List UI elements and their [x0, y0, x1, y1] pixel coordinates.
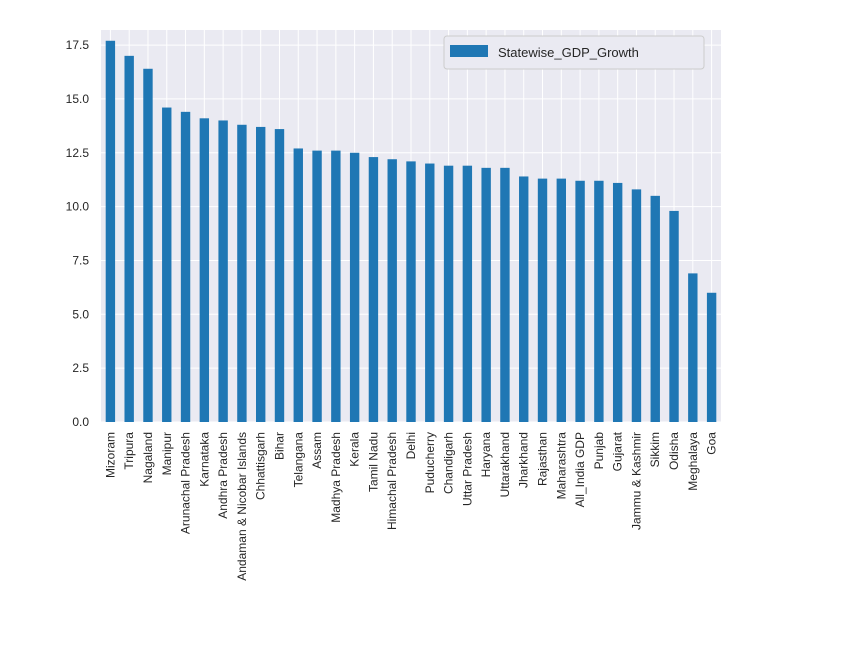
bar: [425, 163, 435, 423]
bar: [162, 107, 172, 423]
x-tick-label: Andaman & Nicobar Islands: [235, 432, 249, 581]
bar: [256, 126, 266, 422]
x-tick-label: Bihar: [272, 432, 286, 460]
x-tick-label: Punjab: [592, 432, 606, 470]
y-tick-label: 12.5: [66, 146, 90, 160]
bar: [631, 189, 642, 422]
bar: [556, 178, 566, 422]
legend-box: [443, 35, 705, 70]
bar: [462, 165, 473, 422]
x-tick-label: Nagaland: [141, 432, 155, 483]
x-tick-label: Chhattisgarh: [254, 432, 268, 500]
x-tick-label: Uttar Pradesh: [460, 432, 474, 506]
x-tick-label: Tripura: [122, 432, 136, 470]
x-tick-label: Arunachal Pradesh: [179, 432, 193, 534]
bar: [519, 176, 529, 422]
bar: [706, 292, 717, 422]
y-tick-label: 17.5: [66, 38, 90, 52]
bar: [387, 159, 397, 422]
x-tick-label: Kerala: [348, 432, 362, 467]
x-tick-label: Himachal Pradesh: [385, 432, 399, 530]
x-tick-label: Meghalaya: [686, 432, 700, 491]
legend-swatch: [450, 45, 488, 57]
bar: [688, 273, 698, 422]
bar: [443, 165, 454, 422]
y-axis: 0.0 2.5 5.0 7.5 10.0 12.5 15.0 17.5: [66, 38, 90, 429]
bar: [331, 150, 341, 422]
x-tick-label: Jharkhand: [517, 432, 531, 488]
bar: [575, 180, 585, 422]
y-tick-label: 2.5: [72, 361, 89, 375]
bar: [105, 40, 116, 423]
x-tick-label: Uttarakhand: [498, 432, 512, 497]
x-tick-label: Goa: [705, 432, 719, 455]
x-tick-label: Haryana: [479, 432, 493, 478]
bar: [612, 182, 623, 422]
bar: [349, 152, 360, 422]
y-tick-label: 10.0: [66, 200, 90, 214]
y-tick-label: 5.0: [72, 307, 89, 321]
x-tick-label: Jammu & Kashmir: [629, 432, 643, 530]
y-tick-label: 7.5: [72, 253, 89, 267]
bar: [124, 55, 134, 422]
bar: [199, 118, 210, 423]
bar: [368, 157, 379, 423]
x-axis: Mizoram Tripura Nagaland Manipur Arunachal P…: [103, 431, 718, 580]
bar: [500, 167, 510, 422]
x-tick-label: Maharashtra: [554, 432, 568, 500]
legend-label: Statewise_GDP_Growth: [498, 45, 639, 60]
bar: [481, 167, 491, 422]
x-tick-label: Madhya Pradesh: [329, 432, 343, 523]
bar: [406, 161, 416, 422]
legend: Statewise_GDP_Growth: [443, 35, 705, 70]
bar: [594, 180, 604, 422]
bar: [312, 150, 322, 422]
bar: [180, 111, 191, 422]
bar: [237, 124, 247, 423]
x-tick-label: Manipur: [160, 432, 174, 475]
bar: [143, 68, 153, 423]
x-tick-label: Telangana: [291, 432, 305, 488]
x-tick-label: Chandigarh: [442, 432, 456, 494]
x-tick-label: Gujarat: [611, 431, 625, 471]
x-tick-label: Andhra Pradesh: [216, 432, 230, 519]
y-tick-label: 0.0: [72, 415, 89, 429]
bar: [669, 210, 679, 422]
x-tick-label: Odisha: [667, 432, 681, 470]
x-tick-label: Mizoram: [103, 432, 117, 478]
bar: [293, 148, 303, 422]
x-tick-label: Assam: [310, 432, 324, 469]
bars: [105, 40, 717, 423]
y-tick-label: 15.0: [66, 92, 90, 106]
bar: [274, 129, 285, 423]
bar: [650, 195, 660, 422]
bar: [537, 178, 548, 422]
x-tick-label: Tamil Nadu: [366, 432, 380, 492]
x-tick-label: Karnataka: [197, 432, 211, 487]
x-tick-label: All_India GDP: [573, 432, 587, 507]
bar: [218, 120, 228, 422]
x-tick-label: Puducherry: [423, 432, 437, 493]
x-tick-label: Rajasthan: [536, 432, 550, 486]
x-tick-label: Sikkim: [648, 432, 662, 467]
x-tick-label: Delhi: [404, 432, 418, 459]
